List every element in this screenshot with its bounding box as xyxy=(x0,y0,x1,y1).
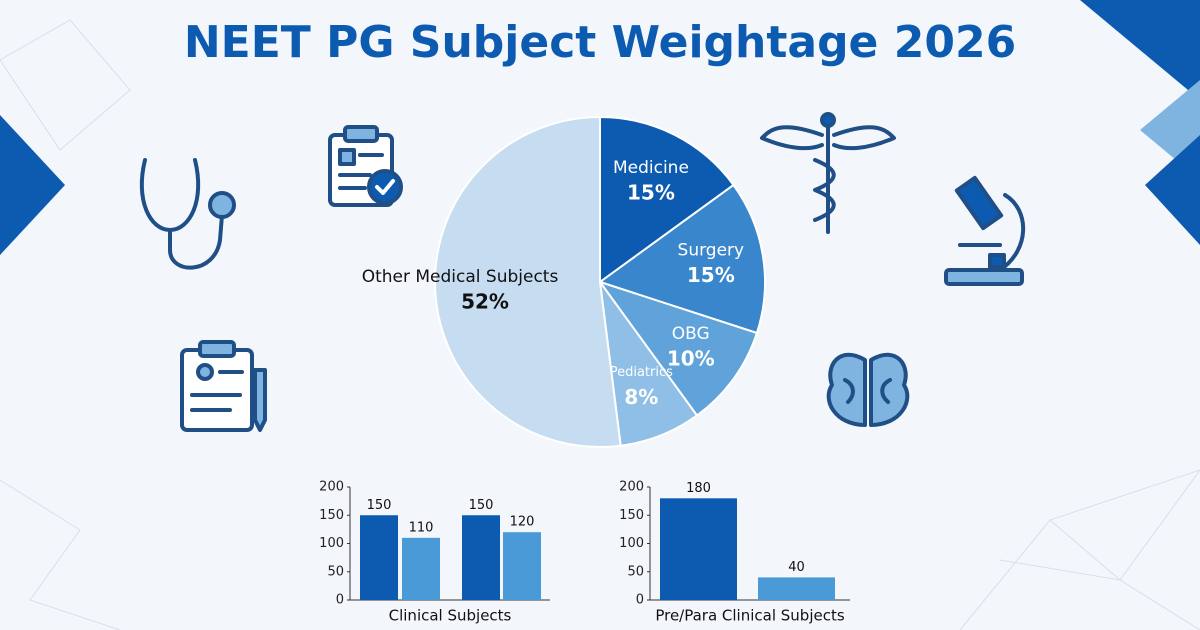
slice-label: OBG xyxy=(672,324,710,344)
y-tick-label: 200 xyxy=(619,480,644,495)
pie-slice xyxy=(599,115,735,284)
slice-label: Pediatrics xyxy=(610,365,673,380)
bar-value-label: 40 xyxy=(788,560,805,575)
slice-label: Medicine xyxy=(613,158,689,178)
pie-slice xyxy=(597,183,766,335)
bar-value-label: 150 xyxy=(367,498,392,513)
y-tick-label: 50 xyxy=(627,564,644,579)
bar-value-label: 150 xyxy=(469,498,494,513)
slice-value-label: 8% xyxy=(624,385,658,409)
bar xyxy=(758,577,835,600)
bar xyxy=(360,515,398,600)
pie-slice xyxy=(597,280,759,417)
y-tick-label: 100 xyxy=(619,536,644,551)
slice-value-label: 52% xyxy=(461,289,509,313)
stethoscope-icon xyxy=(139,158,236,270)
brain-icon xyxy=(826,352,910,427)
microscope-icon xyxy=(944,175,1026,286)
x-axis-label: Pre/Para Clinical Subjects xyxy=(655,607,845,625)
y-tick-label: 150 xyxy=(619,508,644,523)
y-tick-label: 0 xyxy=(336,593,344,608)
report-icon xyxy=(180,340,267,432)
clipboard-icon xyxy=(328,125,403,207)
bar xyxy=(503,532,541,600)
title: NEET PG Subject Weightage 2026 xyxy=(184,17,1016,68)
bar xyxy=(462,515,500,600)
bar-value-label: 180 xyxy=(686,481,711,496)
slice-value-label: 15% xyxy=(627,181,675,205)
bar-value-label: 120 xyxy=(510,515,535,530)
slice-label: Surgery xyxy=(678,240,745,260)
bar xyxy=(660,498,737,600)
y-tick-label: 100 xyxy=(319,536,344,551)
slice-value-label: 15% xyxy=(687,263,735,287)
y-tick-label: 50 xyxy=(327,564,344,579)
slice-value-label: 10% xyxy=(667,346,715,370)
y-tick-label: 200 xyxy=(319,480,344,495)
bar xyxy=(402,537,440,600)
slice-label: Other Medical Subjects xyxy=(362,267,559,287)
bar-value-label: 110 xyxy=(409,520,434,535)
caduceus-icon xyxy=(760,112,896,234)
y-tick-label: 150 xyxy=(319,508,344,523)
pie-slice xyxy=(434,115,622,448)
x-axis-label: Clinical Subjects xyxy=(389,607,512,625)
y-tick-label: 0 xyxy=(636,593,644,608)
